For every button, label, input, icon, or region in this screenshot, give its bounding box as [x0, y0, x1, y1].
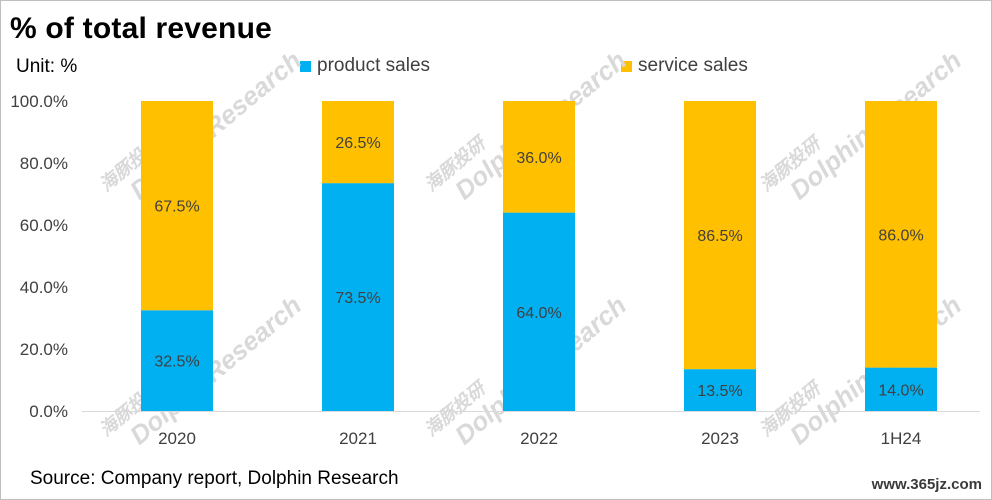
y-tick-label: 100.0% — [10, 92, 68, 111]
legend-product-sales: product sales — [300, 55, 430, 77]
bar-service-sales — [503, 101, 575, 213]
unit-label: Unit: % — [16, 56, 78, 77]
source-note: Source: Company report, Dolphin Research — [30, 468, 399, 489]
legend-service-sales: service sales — [621, 55, 748, 77]
x-tick-label: 2023 — [701, 429, 739, 448]
y-tick-label: 80.0% — [20, 154, 68, 173]
site-watermark: www.365jz.com — [871, 476, 982, 493]
legend-label-product: product sales — [317, 55, 431, 76]
legend-label-service: service sales — [638, 55, 748, 76]
x-tick-label: 1H24 — [881, 429, 922, 448]
data-label-service: 86.0% — [878, 227, 923, 244]
y-tick-label: 0.0% — [29, 402, 68, 421]
y-tick-label: 60.0% — [20, 216, 68, 235]
bar-product-sales — [141, 310, 213, 411]
bar-product-sales — [503, 212, 575, 411]
bar-product-sales — [684, 369, 756, 411]
x-tick-label: 2022 — [520, 429, 558, 448]
data-label-product: 64.0% — [516, 305, 561, 322]
data-label-product: 32.5% — [154, 354, 199, 371]
legend-swatch-product — [300, 60, 311, 72]
bar-service-sales — [865, 101, 937, 368]
x-tick-label: 2020 — [158, 429, 196, 448]
bar-service-sales — [322, 101, 394, 184]
data-label-service: 26.5% — [335, 135, 380, 152]
bar-service-sales — [141, 101, 213, 311]
data-label-product: 13.5% — [697, 383, 742, 400]
bar-product-sales — [865, 367, 937, 411]
data-label-service: 86.5% — [697, 228, 742, 245]
data-label-product: 73.5% — [335, 290, 380, 307]
y-tick-label: 20.0% — [20, 340, 68, 359]
chart-title: % of total revenue — [10, 12, 272, 45]
data-label-service: 36.0% — [516, 150, 561, 167]
legend-swatch-service — [621, 60, 632, 72]
bar-service-sales — [684, 101, 756, 370]
data-label-service: 67.5% — [154, 199, 199, 216]
bar-product-sales — [322, 183, 394, 411]
x-tick-label: 2021 — [339, 429, 377, 448]
y-tick-label: 40.0% — [20, 278, 68, 297]
data-label-product: 14.0% — [878, 382, 923, 399]
